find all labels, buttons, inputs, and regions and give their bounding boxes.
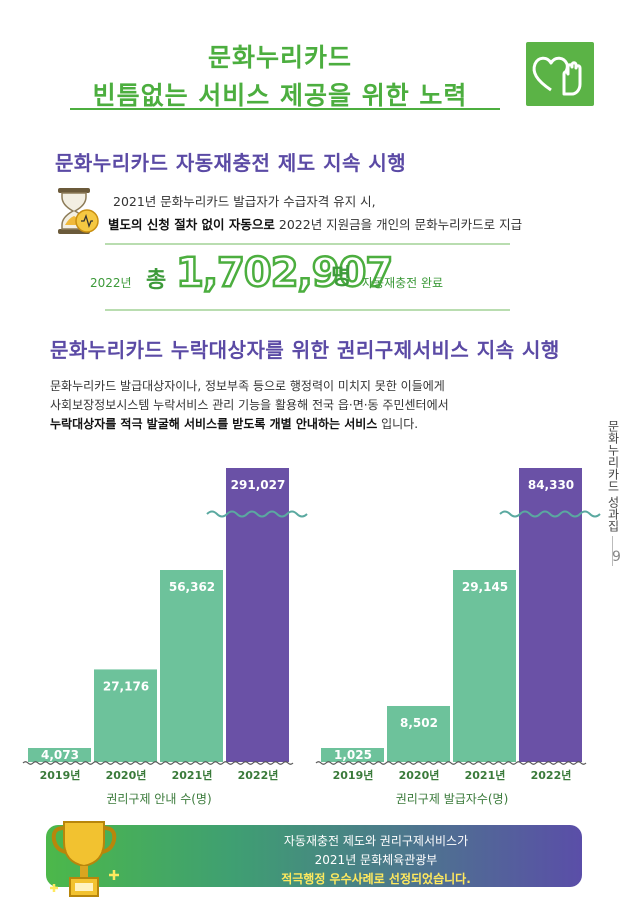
x-tick-label: 2019년 [333, 768, 374, 782]
banner-line1: 자동재충전 제도와 권리구제서비스가 [283, 834, 469, 848]
divider [105, 243, 510, 245]
page-title-line2: 빈틈없는 서비스 제공을 위한 노력 [92, 81, 468, 110]
bar-value-label: 4,073 [41, 748, 79, 762]
bar [453, 570, 516, 762]
trophy-icon [48, 812, 128, 902]
side-divider [612, 536, 613, 566]
bar-value-label: 29,145 [462, 580, 508, 594]
divider [105, 309, 510, 311]
banner-line2: 2021년 문화체육관광부 [314, 853, 438, 867]
bar [387, 705, 450, 762]
side-book-title: 문화누리카드 성과집 [606, 420, 620, 532]
bar-value-label: 84,330 [528, 478, 574, 492]
x-axis-label: 권리구제 발급자수(명) [396, 792, 509, 806]
section1-line2-bold: 별도의 신청 절차 없이 자동으로 [108, 217, 275, 232]
section2-paragraph-line2: 사회보장정보시스템 누락서비스 관리 기능을 활용해 전국 읍·면·동 주민센터… [50, 398, 449, 412]
section2-paragraph-line3: 누락대상자를 적극 발굴해 서비스를 받도록 개별 안내하는 서비스 입니다. [50, 415, 418, 432]
bar [94, 669, 157, 762]
bar-value-label: 8,502 [400, 716, 438, 730]
x-tick-label: 2022년 [531, 768, 572, 782]
stat-year: 2022년 [90, 276, 132, 290]
bar-value-label: 1,025 [334, 748, 372, 762]
x-tick-label: 2022년 [238, 768, 279, 782]
hourglass-icon [55, 185, 101, 237]
heart-hand-icon [526, 42, 594, 106]
section1-line1: 2021년 문화누리카드 발급자가 수급자격 유지 시, [113, 194, 376, 209]
stat-prefix: 총 [146, 268, 167, 293]
section2-heading: 문화누리카드 누락대상자를 위한 권리구제서비스 지속 시행 [50, 338, 560, 362]
section1-line2-rest: 2022년 지원금을 개인의 문화누리카드로 지급 [274, 217, 523, 232]
bar [321, 748, 384, 762]
bar [28, 748, 91, 762]
stat-number: 1,702,907 [175, 249, 395, 298]
x-tick-label: 2020년 [106, 768, 147, 782]
bar [226, 468, 289, 762]
section2-paragraph-line1: 문화누리카드 발급대상자이나, 정보부족 등으로 행정력이 미치지 못한 이들에… [50, 379, 445, 393]
bar-value-label: 27,176 [103, 679, 149, 693]
page-title-line1: 문화누리카드 [207, 43, 352, 72]
section2-paragraph-bold: 누락대상자를 적극 발굴해 서비스를 받도록 개별 안내하는 서비스 [50, 417, 378, 431]
x-tick-label: 2021년 [465, 768, 506, 782]
stat-suffix: 자동재충전 완료 [362, 276, 444, 290]
bar-value-label: 56,362 [169, 580, 215, 594]
bar-charts: 4,073 2019년 27,176 2020년 56,362 2021년 291,027 2… [22, 468, 601, 806]
award-banner [46, 825, 582, 887]
bar [519, 468, 582, 762]
banner-line3: 적극행정 우수사례로 선정되었습니다. [281, 872, 471, 886]
baseline-wave [315, 761, 587, 765]
section1-line2: 별도의 신청 절차 없이 자동으로 2022년 지원금을 개인의 문화누리카드로… [108, 214, 522, 233]
section2-paragraph-rest: 입니다. [377, 417, 419, 431]
axis-break-wave [499, 510, 601, 518]
axis-break-wave [206, 510, 308, 518]
x-axis-label: 권리구제 안내 수(명) [106, 792, 211, 806]
title-underline [70, 108, 500, 110]
x-tick-label: 2019년 [40, 768, 81, 782]
section1-heading: 문화누리카드 자동재충전 제도 지속 시행 [55, 151, 407, 175]
baseline-wave [22, 761, 294, 765]
bar [160, 570, 223, 762]
stat-unit: 명 [331, 265, 352, 290]
x-tick-label: 2020년 [399, 768, 440, 782]
page-number: 9 [612, 549, 621, 565]
bar-value-label: 291,027 [231, 478, 286, 492]
x-tick-label: 2021년 [172, 768, 213, 782]
